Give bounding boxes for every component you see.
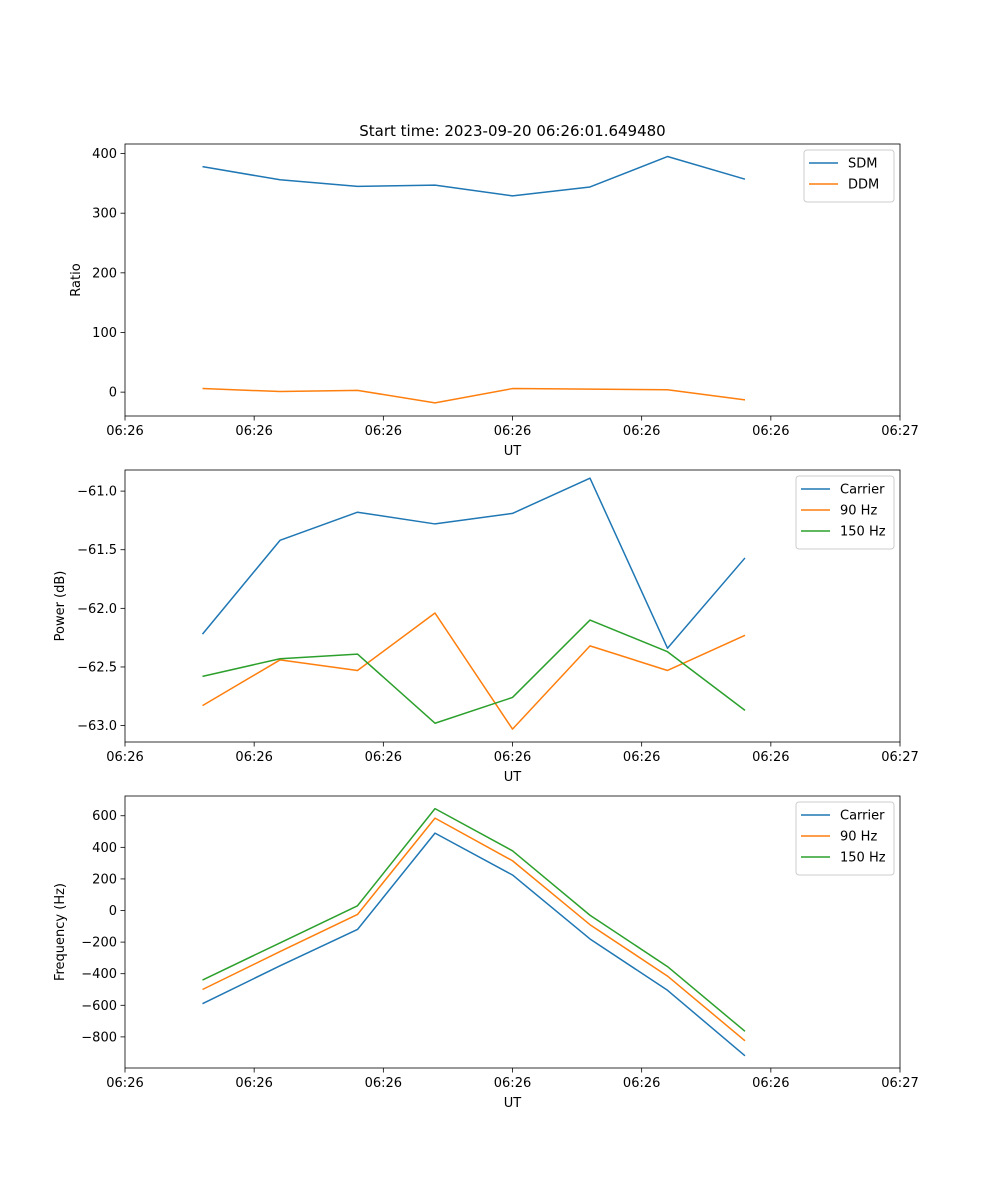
series-line-150-hz <box>202 807 746 1032</box>
legend-label: SDM <box>848 157 877 172</box>
y-tick-label: −600 <box>81 999 117 1014</box>
axes-frame <box>124 795 901 1069</box>
chart-panel-1: Start time: 2023-09-20 06:26:01.649480 06… <box>69 122 919 459</box>
axes-frame <box>124 143 901 417</box>
x-tick-label: 06:26 <box>494 424 531 439</box>
x-tick-label: 06:26 <box>365 750 402 765</box>
y-tick-label: 300 <box>92 207 117 222</box>
axes-frame <box>124 469 901 743</box>
series-line-90-hz <box>202 817 746 1042</box>
legend: SDM DDM <box>803 149 895 203</box>
y-tick-label: −400 <box>81 967 117 982</box>
series-line-carrier <box>202 832 746 1057</box>
y-tick-label: 200 <box>92 872 117 887</box>
y-tick-label: −800 <box>81 1030 117 1045</box>
x-tick-label: 06:27 <box>881 424 918 439</box>
y-tick-label: 0 <box>109 904 117 919</box>
x-tick-label: 06:26 <box>106 424 143 439</box>
x-tick-label: 06:26 <box>752 750 789 765</box>
legend-label: 90 Hz <box>840 830 877 845</box>
x-tick-label: 06:26 <box>235 750 272 765</box>
x-tick-label: 06:26 <box>365 1076 402 1091</box>
series-group <box>201 477 746 730</box>
y-axis-label: Frequency (Hz) <box>53 883 68 981</box>
series-line-90-hz <box>202 612 746 730</box>
y-tick-label: −200 <box>81 936 117 951</box>
y-tick-label: 600 <box>92 809 117 824</box>
chart-panel-3: 06:26 06:26 06:26 06:26 06:26 06:26 06:27 −800 −… <box>53 795 919 1111</box>
y-tick-label: −63.0 <box>77 719 117 734</box>
x-axis-label: UT <box>504 1096 522 1111</box>
y-tick-label: 200 <box>92 266 117 281</box>
x-tick-label: 06:26 <box>106 750 143 765</box>
legend: Carrier 90 Hz 150 Hz <box>795 801 895 876</box>
x-tick-label: 06:26 <box>752 424 789 439</box>
y-axis-label: Power (dB) <box>53 571 68 642</box>
series-group <box>202 807 746 1057</box>
legend: Carrier 90 Hz 150 Hz <box>795 475 895 550</box>
x-tick-label: 06:26 <box>365 424 402 439</box>
x-axis-label: UT <box>504 770 522 785</box>
y-tick-label: 0 <box>109 386 117 401</box>
x-tick-label: 06:26 <box>235 424 272 439</box>
x-tick-label: 06:26 <box>494 1076 531 1091</box>
series-group <box>202 155 746 404</box>
y-tick-label: 400 <box>92 147 117 162</box>
series-line-sdm <box>202 155 746 197</box>
legend-label: 150 Hz <box>840 851 886 866</box>
chart-title: Start time: 2023-09-20 06:26:01.649480 <box>359 122 665 140</box>
legend-label: Carrier <box>840 483 885 498</box>
y-tick-label: −61.5 <box>77 543 117 558</box>
y-tick-label: 400 <box>92 841 117 856</box>
x-tick-label: 06:26 <box>494 750 531 765</box>
y-tick-label: −62.5 <box>77 660 117 675</box>
x-tick-label: 06:27 <box>881 1076 918 1091</box>
legend-label: 150 Hz <box>840 525 886 540</box>
chart-panel-2: 06:26 06:26 06:26 06:26 06:26 06:26 06:27 −63.0… <box>53 469 919 785</box>
x-tick-label: 06:26 <box>623 1076 660 1091</box>
x-tick-label: 06:27 <box>881 750 918 765</box>
legend-label: Carrier <box>840 809 885 824</box>
y-tick-label: −61.0 <box>77 485 117 500</box>
x-tick-label: 06:26 <box>752 1076 789 1091</box>
series-line-ddm <box>202 387 746 404</box>
y-axis-label: Ratio <box>69 263 84 296</box>
x-tick-label: 06:26 <box>106 1076 143 1091</box>
series-line-carrier <box>201 477 746 649</box>
x-tick-label: 06:26 <box>623 750 660 765</box>
legend-label: DDM <box>848 178 879 193</box>
x-tick-label: 06:26 <box>623 424 660 439</box>
series-line-150-hz <box>202 619 746 724</box>
y-tick-label: −62.0 <box>77 602 117 617</box>
y-tick-label: 100 <box>92 326 117 341</box>
legend-label: 90 Hz <box>840 504 877 519</box>
x-tick-label: 06:26 <box>235 1076 272 1091</box>
x-axis-label: UT <box>504 444 522 459</box>
